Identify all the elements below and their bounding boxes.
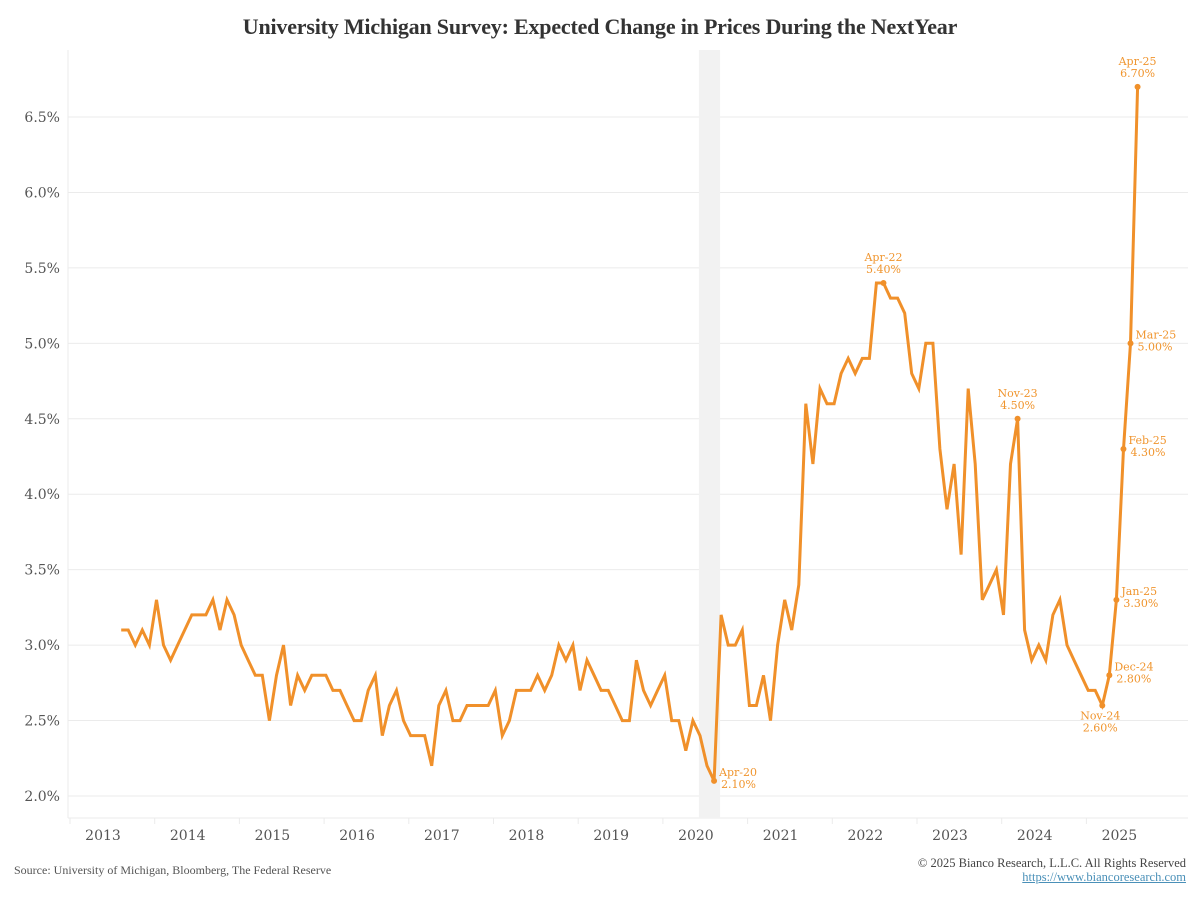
gridlines <box>67 50 1188 819</box>
y-tick-label: 6.0% <box>24 185 60 201</box>
x-tick-label: 2019 <box>593 828 629 844</box>
y-tick-label: 2.5% <box>24 714 60 730</box>
annotations-layer: Apr-202.10%Apr-225.40%Nov-234.50%Nov-242… <box>711 55 1176 791</box>
annotation-date-label: Mar-25 <box>1136 328 1177 341</box>
x-tick-label: 2023 <box>932 828 968 844</box>
annotation-value-label: 6.70% <box>1120 67 1155 80</box>
x-tick-label: 2017 <box>424 828 460 844</box>
annotation-date-label: Feb-25 <box>1128 434 1166 447</box>
x-tick-label: 2016 <box>339 828 375 844</box>
x-tick-label: 2013 <box>85 828 121 844</box>
y-axis: 2.0% 2.5% 3.0% 3.5% 4.0% 4.5% 5.0% 5.5% 6.0% 6.5% <box>24 110 60 805</box>
recession-shading <box>698 50 721 818</box>
x-tick-label: 2020 <box>678 828 714 844</box>
y-tick-label: 3.5% <box>24 563 60 579</box>
annotation-marker <box>880 279 887 286</box>
y-tick-label: 2.0% <box>24 789 60 805</box>
x-axis: 2013 2014 2015 2016 2017 2018 2019 2020 2021 2022… <box>69 818 1138 844</box>
annotation-marker <box>1099 702 1106 709</box>
annotation-marker <box>1120 445 1127 452</box>
y-tick-label: 5.0% <box>24 336 60 352</box>
recession-band <box>698 50 721 818</box>
chart-title: University Michigan Survey: Expected Cha… <box>242 14 958 39</box>
annotation-value-label: 2.10% <box>721 778 756 791</box>
annotation-value-label: 2.60% <box>1083 721 1118 734</box>
x-tick-label: 2015 <box>255 828 291 844</box>
y-tick-label: 4.5% <box>24 412 60 428</box>
annotation-date-label: Jan-25 <box>1120 585 1157 598</box>
annotation-date-label: Apr-25 <box>1118 55 1157 68</box>
y-tick-label: 6.5% <box>24 110 60 126</box>
annotation-marker <box>1134 83 1141 90</box>
annotation-date-label: Apr-20 <box>718 766 757 779</box>
copyright-text: © 2025 Bianco Research, L.L.C. All Right… <box>917 856 1186 870</box>
series-line <box>121 86 1140 782</box>
annotation-marker <box>1127 340 1134 347</box>
annotation-date-label: Nov-23 <box>997 387 1037 400</box>
annotation-value-label: 4.50% <box>1000 399 1035 412</box>
annotation-marker <box>1113 596 1120 603</box>
copyright-block: © 2025 Bianco Research, L.L.C. All Right… <box>918 856 1186 884</box>
annotation-value-label: 4.30% <box>1130 446 1165 459</box>
annotation-value-label: 5.40% <box>866 263 901 276</box>
x-tick-label: 2018 <box>509 828 545 844</box>
annotation-marker <box>1014 415 1021 422</box>
x-tick-label: 2024 <box>1017 828 1053 844</box>
x-tick-label: 2021 <box>763 828 799 844</box>
annotation-value-label: 2.80% <box>1116 672 1151 685</box>
series-layer <box>121 86 1140 782</box>
annotation-value-label: 5.00% <box>1138 340 1173 353</box>
y-tick-label: 3.0% <box>24 638 60 654</box>
annotation-date-label: Apr-22 <box>863 251 902 264</box>
annotation-marker <box>711 777 718 784</box>
annotation-value-label: 3.30% <box>1123 597 1158 610</box>
annotation-date-label: Dec-24 <box>1114 660 1153 673</box>
annotation-marker <box>1106 672 1113 679</box>
annotation-date-label: Nov-24 <box>1080 709 1120 722</box>
y-tick-label: 4.0% <box>24 487 60 503</box>
source-note: Source: University of Michigan, Bloomber… <box>14 863 332 877</box>
x-tick-label: 2014 <box>170 828 206 844</box>
website-link[interactable]: https://www.biancoresearch.com <box>1022 870 1186 884</box>
y-tick-label: 5.5% <box>24 261 60 277</box>
x-tick-label: 2025 <box>1102 828 1138 844</box>
x-tick-label: 2022 <box>847 828 883 844</box>
